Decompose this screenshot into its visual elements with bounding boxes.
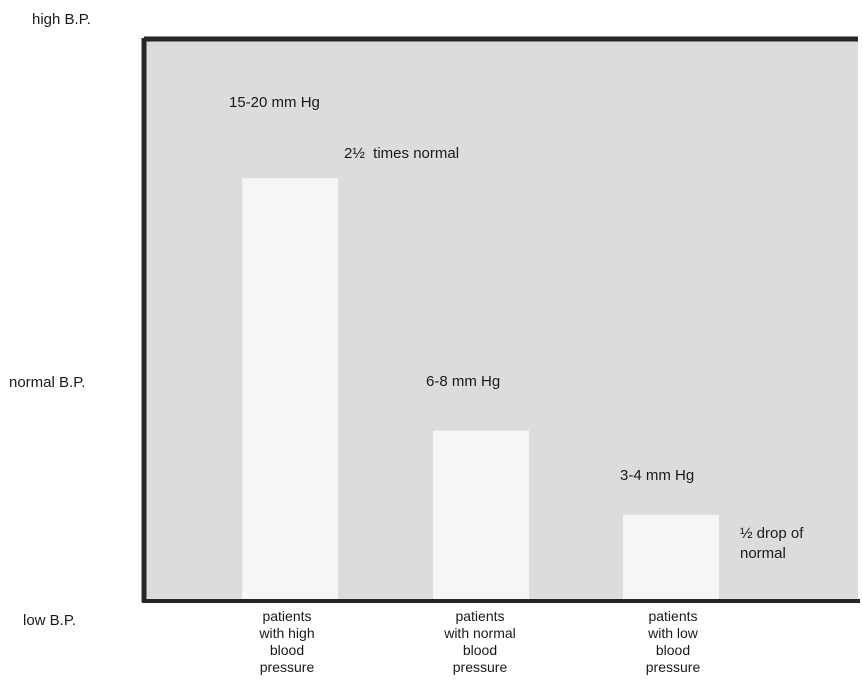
bar-normal-blood-pressure — [433, 430, 529, 599]
category-label-normal-line-1: patients — [455, 608, 505, 624]
category-label-high-line-3: blood — [269, 642, 305, 658]
category-label-low-line-4: pressure — [645, 659, 701, 675]
category-label-high: patients with high blood pressure — [217, 608, 357, 676]
category-label-normal-line-2: with normal — [444, 625, 516, 641]
y-label-high: high B.P. — [32, 11, 91, 28]
category-label-low-line-2: with low — [648, 625, 698, 641]
category-label-low-line-1: patients — [648, 608, 698, 624]
annotation-times-normal: 2½ times normal — [344, 145, 460, 162]
category-label-high-line-1: patients — [262, 608, 312, 624]
value-label-low: 3-4 mm Hg — [620, 467, 695, 484]
category-label-low-line-3: blood — [655, 642, 691, 658]
y-label-normal: normal B.P. — [9, 374, 86, 391]
value-label-normal: 6-8 mm Hg — [426, 373, 501, 390]
category-label-low: patients with low blood pressure — [603, 608, 743, 676]
y-label-low: low B.P. — [23, 612, 77, 629]
bar-low-blood-pressure — [623, 514, 719, 599]
value-label-high: 15-20 mm Hg — [229, 94, 320, 111]
category-label-high-line-2: with high — [259, 625, 315, 641]
category-label-high-line-4: pressure — [259, 659, 315, 675]
category-label-normal-line-3: blood — [462, 642, 498, 658]
category-label-normal: patients with normal blood pressure — [410, 608, 550, 676]
category-label-normal-line-4: pressure — [452, 659, 508, 675]
bar-high-blood-pressure — [242, 178, 338, 599]
annotation-half-drop: ½ drop of normal — [740, 525, 804, 562]
